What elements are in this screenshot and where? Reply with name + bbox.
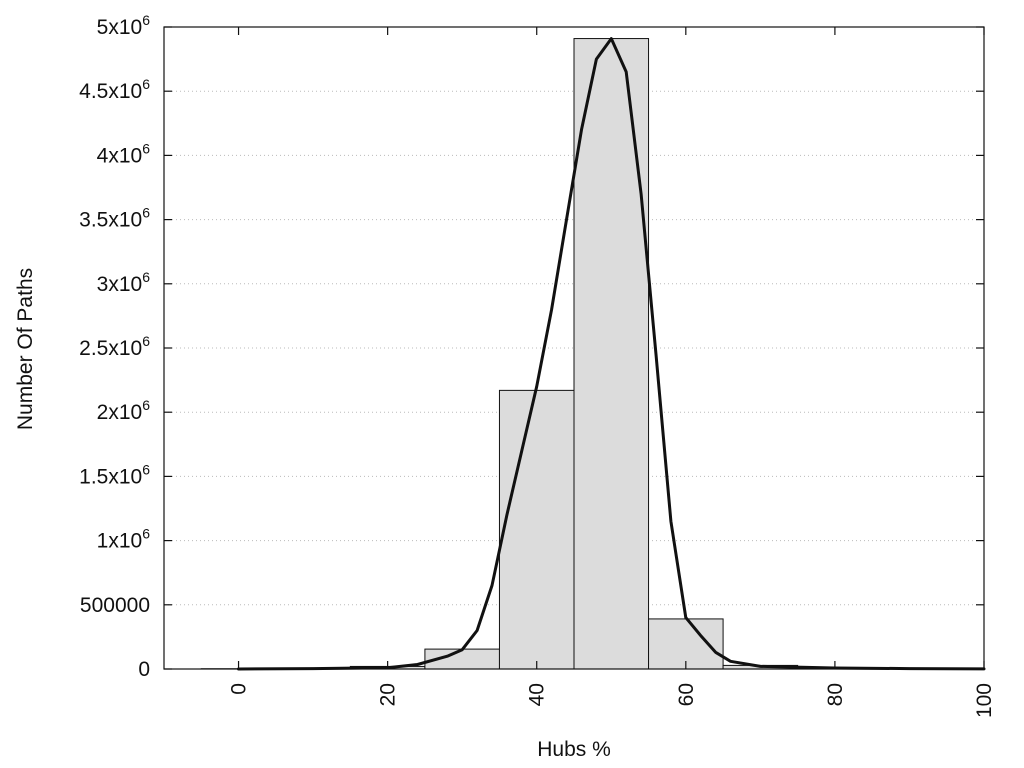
y-tick-label: 5x106 (97, 12, 151, 39)
y-tick-label: 1x106 (97, 526, 151, 553)
y-tick-label: 2.5x106 (79, 333, 150, 360)
histogram-bar (573, 38, 650, 670)
histogram-bars (200, 38, 948, 670)
curve-line (237, 37, 986, 671)
fitted-curve (237, 37, 986, 671)
x-tick-label: 0 (228, 683, 251, 695)
y-tick-label: 0 (138, 658, 150, 681)
y-tick-label: 500000 (80, 594, 150, 617)
y-axis-ticks: 0 500000 1x106 1.5x106 2x106 2.5x106 3x106 3.5x… (79, 12, 984, 681)
y-tick-label: 4x106 (97, 140, 151, 167)
y-tick-label: 2x106 (97, 397, 151, 424)
x-axis-title: Hubs % (537, 738, 611, 761)
y-tick-label: 1.5x106 (79, 461, 150, 488)
x-tick-label: 20 (377, 683, 400, 706)
x-tick-label: 100 (973, 683, 996, 718)
y-tick-label: 3x106 (97, 269, 151, 296)
x-tick-label: 40 (526, 683, 549, 706)
y-axis-title: Number Of Paths (14, 268, 37, 430)
y-tick-label: 3.5x106 (79, 205, 150, 232)
y-tick-label: 4.5x106 (79, 76, 150, 103)
x-tick-label: 80 (824, 683, 847, 706)
grid-lines (164, 90, 984, 606)
histogram-bar (648, 618, 724, 670)
x-tick-label: 60 (675, 683, 698, 706)
x-axis-ticks: 0 20 40 60 80 100 (228, 27, 996, 718)
histogram-bar (498, 389, 575, 670)
